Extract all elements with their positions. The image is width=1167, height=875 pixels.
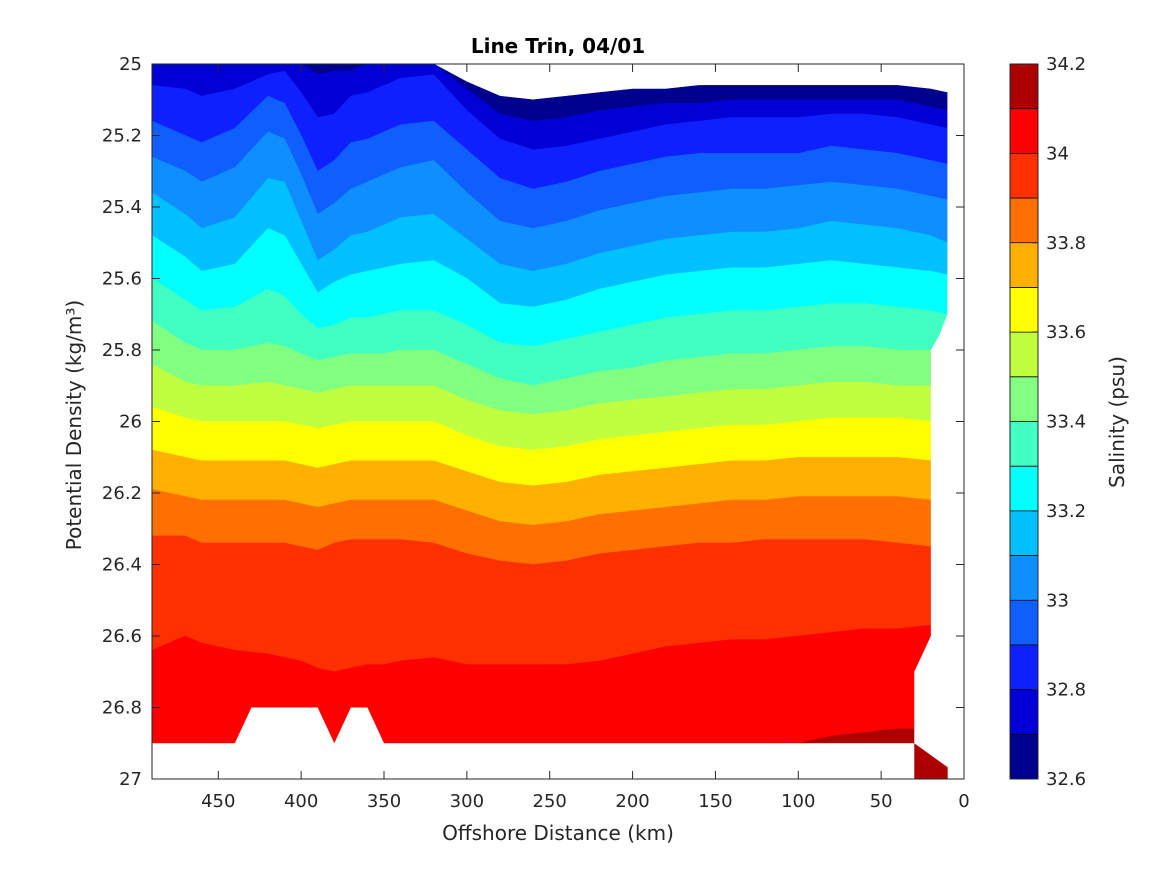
x-tick-label: 250 <box>533 791 567 812</box>
y-axis: 25 25.2 25.4 25.6 25.8 26 26.2 26.4 26.6 26.8 27 <box>102 54 964 790</box>
colorbar-tick-label: 33.2 <box>1046 501 1086 522</box>
colorbar-tick-label: 33 <box>1046 590 1069 611</box>
colorbar-swatch <box>1009 63 1039 109</box>
colorbar-swatch <box>1009 331 1039 378</box>
colorbar-tick-label: 32.6 <box>1046 769 1086 790</box>
y-tick-label: 26.8 <box>102 698 142 719</box>
no-data-region-deep <box>152 707 915 779</box>
y-tick-label: 26.2 <box>102 483 142 504</box>
colorbar-swatch <box>1009 555 1039 601</box>
colorbar-swatch <box>1009 644 1039 690</box>
colorbar-tick-label: 34 <box>1046 143 1069 164</box>
y-tick-label: 25.2 <box>102 126 142 147</box>
y-tick-label: 27 <box>119 769 142 790</box>
no-data-mask <box>152 64 964 779</box>
colorbar-swatch <box>1009 376 1039 422</box>
colorbar-swatch <box>1009 689 1039 735</box>
y-axis-label: Potential Density (kg/m³) <box>62 300 86 551</box>
colorbar-swatch <box>1009 153 1039 199</box>
no-data-region-coast <box>914 64 964 779</box>
x-tick-label: 200 <box>615 791 649 812</box>
colorbar <box>1009 63 1039 780</box>
colorbar-swatch <box>1009 242 1039 288</box>
colorbar-swatch <box>1009 510 1039 556</box>
x-axis-label: Offshore Distance (km) <box>442 821 674 845</box>
colorbar-label: Salinity (psu) <box>1105 356 1129 488</box>
x-tick-label: 100 <box>781 791 815 812</box>
colorbar-swatch <box>1009 734 1039 780</box>
chart-title: Line Trin, 04/01 <box>471 34 645 58</box>
x-tick-label: 450 <box>201 791 235 812</box>
colorbar-tick-label: 32.8 <box>1046 680 1086 701</box>
x-tick-label: 300 <box>450 791 484 812</box>
colorbar-swatch <box>1009 287 1039 333</box>
x-axis: 450 400 350 300 250 200 150 100 50 0 <box>201 64 970 812</box>
colorbar-tick-label: 33.4 <box>1046 412 1086 433</box>
colorbar-axis: 34.2 34 33.8 33.6 33.4 33.2 33 32.8 32.6 <box>1032 54 1086 790</box>
x-tick-label: 400 <box>284 791 318 812</box>
y-tick-label: 26.6 <box>102 626 142 647</box>
y-tick-label: 25.6 <box>102 269 142 290</box>
y-tick-label: 25 <box>119 54 142 75</box>
colorbar-swatch <box>1009 108 1039 154</box>
y-tick-label: 26 <box>119 412 142 433</box>
colorbar-tick-label: 33.6 <box>1046 322 1086 343</box>
colorbar-swatch <box>1009 197 1039 243</box>
colorbar-swatch <box>1009 600 1039 646</box>
y-tick-label: 25.8 <box>102 340 142 361</box>
x-tick-label: 150 <box>698 791 732 812</box>
contour-bands <box>152 64 948 779</box>
x-tick-label: 50 <box>870 791 893 812</box>
x-tick-label: 0 <box>958 791 969 812</box>
colorbar-tick-label: 33.8 <box>1046 233 1086 254</box>
colorbar-tick-label: 34.2 <box>1046 54 1086 75</box>
x-tick-label: 350 <box>367 791 401 812</box>
colorbar-swatch <box>1009 421 1039 467</box>
y-tick-label: 25.4 <box>102 197 142 218</box>
colorbar-swatch <box>1009 465 1039 512</box>
y-tick-label: 26.4 <box>102 555 142 576</box>
